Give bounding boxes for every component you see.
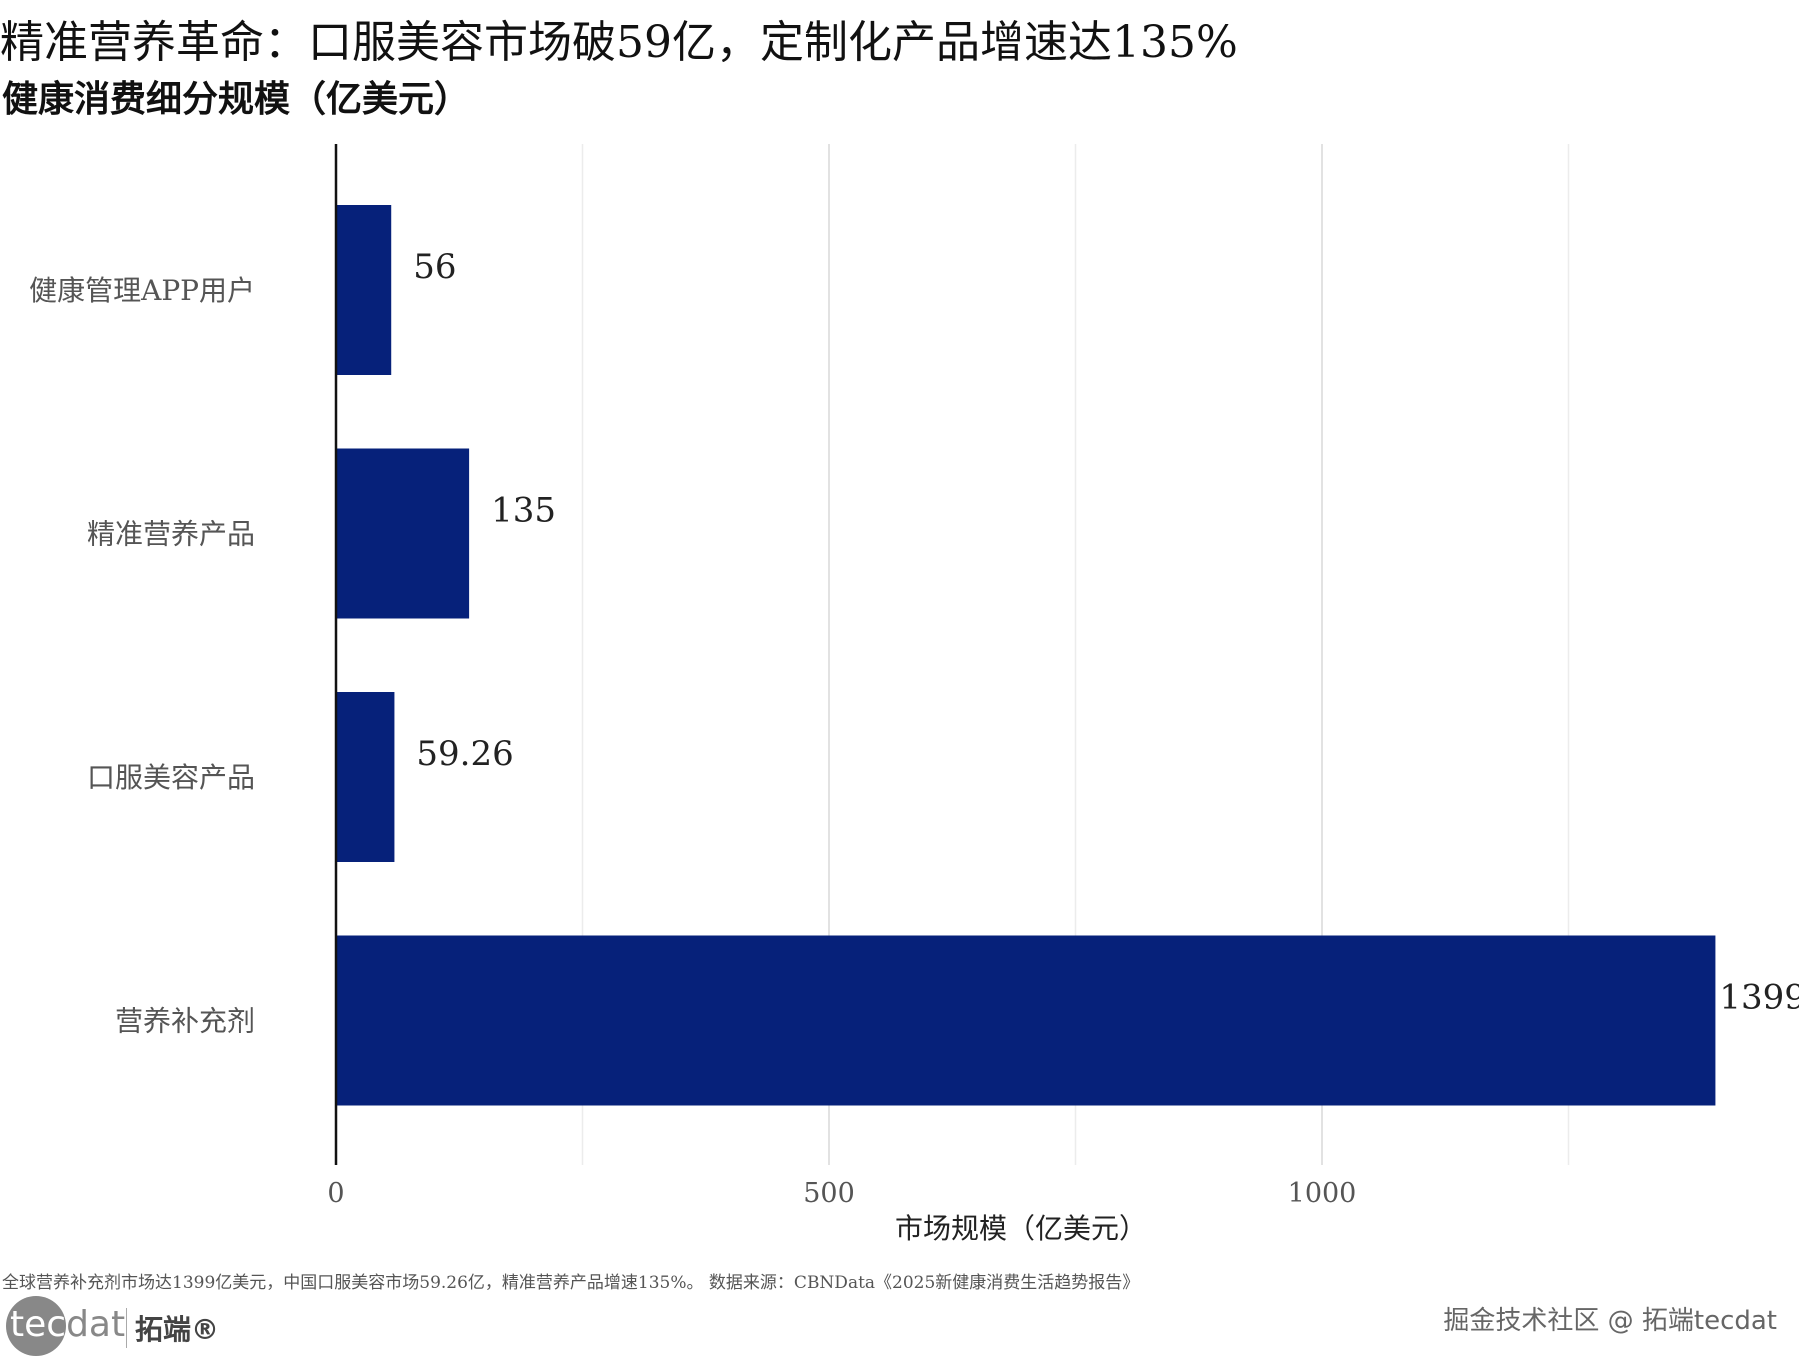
x-axis-title: 市场规模（亿美元）: [895, 1212, 1147, 1245]
bar: [336, 935, 1716, 1106]
logo-cn: 拓端®: [126, 1308, 219, 1348]
watermark: 掘金技术社区 @ 拓端tecdat: [1443, 1306, 1777, 1336]
logo-text: tecdat: [10, 1304, 126, 1345]
chart-subtitle: 健康消费细分规模（亿美元）: [2, 79, 471, 120]
bar-value-label: 56: [413, 247, 456, 287]
x-tick-label: 500: [803, 1178, 855, 1209]
y-category-label: 营养补充剂: [115, 1005, 255, 1038]
logo-circle: [6, 1296, 66, 1356]
tecdat-logo: tecdat 拓端®: [6, 1296, 219, 1356]
bar: [336, 692, 395, 862]
y-category-label: 健康管理APP用户: [29, 274, 255, 307]
x-tick-label: 1000: [1288, 1178, 1357, 1209]
y-category-label: 精准营养产品: [87, 518, 255, 551]
bar-value-label: 1399: [1719, 978, 1799, 1018]
bar-value-label: 59.26: [416, 734, 513, 774]
bar: [336, 448, 470, 619]
y-category-label: 口服美容产品: [87, 761, 255, 794]
chart-title: 精准营养革命：口服美容市场破59亿，定制化产品增速达135%: [0, 17, 1238, 68]
footer-note: 全球营养补充剂市场达1399亿美元，中国口服美容市场59.26亿，精准营养产品增…: [2, 1273, 1140, 1293]
bar-value-label: 135: [491, 491, 556, 531]
x-tick-label: 0: [327, 1178, 344, 1209]
bar: [336, 205, 392, 375]
